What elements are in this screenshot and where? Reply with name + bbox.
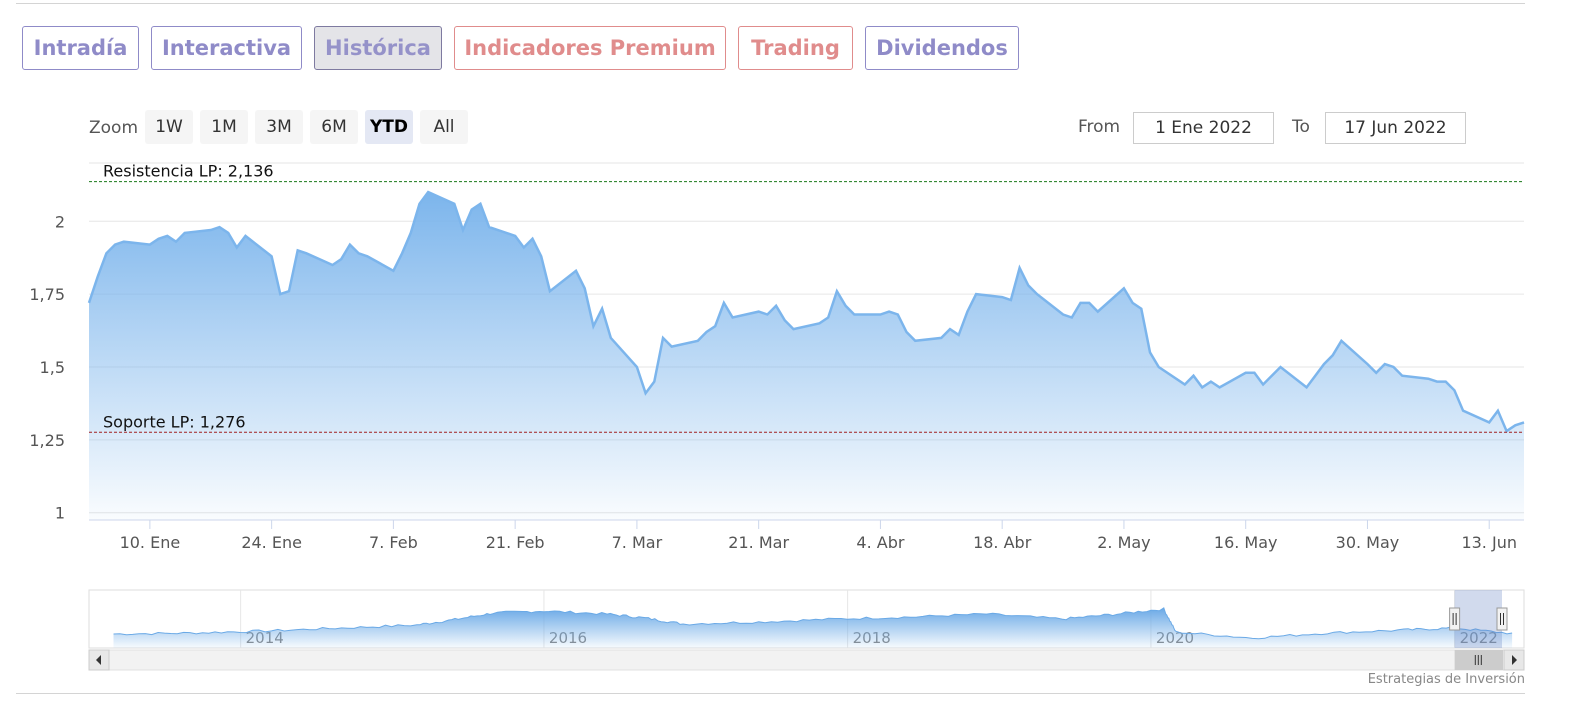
navigator-year-label: 2014	[246, 629, 284, 647]
zoom-3m-button[interactable]: 3M	[255, 110, 303, 144]
top-divider	[16, 3, 1525, 4]
navigator-year-label: 2022	[1460, 629, 1498, 647]
resistance-label: Resistencia LP: 2,136	[103, 162, 274, 181]
chart-type-tabs: Intradía Interactiva Histórica Indicadores …	[22, 26, 1019, 70]
x-tick-label: 7. Feb	[369, 533, 418, 552]
x-tick-label: 2. May	[1097, 533, 1150, 552]
navigator-line	[113, 607, 1513, 640]
chart-credit[interactable]: Estrategias de Inversión	[1367, 672, 1525, 687]
to-date-input[interactable]	[1325, 112, 1466, 144]
chevron-left-icon	[96, 655, 101, 665]
navigator-year-label: 2018	[853, 629, 891, 647]
navigator-selection	[1454, 590, 1502, 648]
x-tick-label: 18. Abr	[973, 533, 1032, 552]
x-tick-label: 24. Ene	[241, 533, 302, 552]
y-tick-label: 1,75	[29, 285, 65, 304]
x-tick-label: 7. Mar	[612, 533, 663, 552]
navigator-scrollbar[interactable]	[88, 649, 1525, 671]
tab-intrad-a[interactable]: Intradía	[22, 26, 139, 70]
tab-trading[interactable]: Trading	[738, 26, 853, 70]
navigator-left-handle[interactable]	[1449, 607, 1461, 631]
x-tick-label: 30. May	[1336, 533, 1400, 552]
scrollbar-thumb	[1454, 650, 1503, 670]
y-tick-label: 2	[55, 212, 65, 231]
navigator-year-label: 2016	[549, 629, 587, 647]
chevron-right-icon	[1512, 655, 1517, 665]
scroll-right-button	[1503, 649, 1525, 671]
price-line	[87, 190, 1525, 433]
zoom-1w-button[interactable]: 1W	[145, 110, 193, 144]
from-label: From	[1078, 117, 1121, 137]
zoom-6m-button[interactable]: 6M	[310, 110, 358, 144]
price-area	[89, 192, 1524, 520]
tab-indicadores-premium[interactable]: Indicadores Premium	[454, 26, 726, 70]
y-tick-label: 1	[55, 504, 65, 523]
scrollbar-track	[88, 649, 1525, 671]
x-tick-label: 10. Ene	[120, 533, 181, 552]
navigator-right-handle[interactable]	[1496, 607, 1508, 631]
tab-dividendos[interactable]: Dividendos	[865, 26, 1019, 70]
zoom-label: Zoom	[89, 118, 139, 138]
x-tick-label: 21. Feb	[486, 533, 545, 552]
scroll-left-button	[88, 649, 110, 671]
price-chart[interactable]: Resistencia LP: 2,136 Soporte LP: 1,276 1…	[0, 0, 1581, 580]
x-tick-label: 21. Mar	[728, 533, 789, 552]
x-tick-label: 13. Jun	[1461, 533, 1517, 552]
navigator-frame	[88, 589, 1525, 649]
tab-interactiva[interactable]: Interactiva	[151, 26, 302, 70]
support-label: Soporte LP: 1,276	[103, 412, 246, 431]
bottom-divider	[16, 693, 1525, 694]
zoom-1m-button[interactable]: 1M	[200, 110, 248, 144]
tab-hist-rica[interactable]: Histórica	[314, 26, 442, 70]
to-label: To	[1292, 117, 1310, 137]
zoom-ytd-button[interactable]: YTD	[365, 110, 413, 144]
zoom-all-button[interactable]: All	[420, 110, 468, 144]
navigator-area	[113, 607, 1513, 648]
x-tick-label: 4. Abr	[856, 533, 904, 552]
from-date-input[interactable]	[1133, 112, 1274, 144]
navigator-year-label: 2020	[1156, 629, 1194, 647]
x-tick-label: 16. May	[1214, 533, 1278, 552]
y-tick-label: 1,25	[29, 431, 65, 450]
y-tick-label: 1,5	[40, 358, 65, 377]
